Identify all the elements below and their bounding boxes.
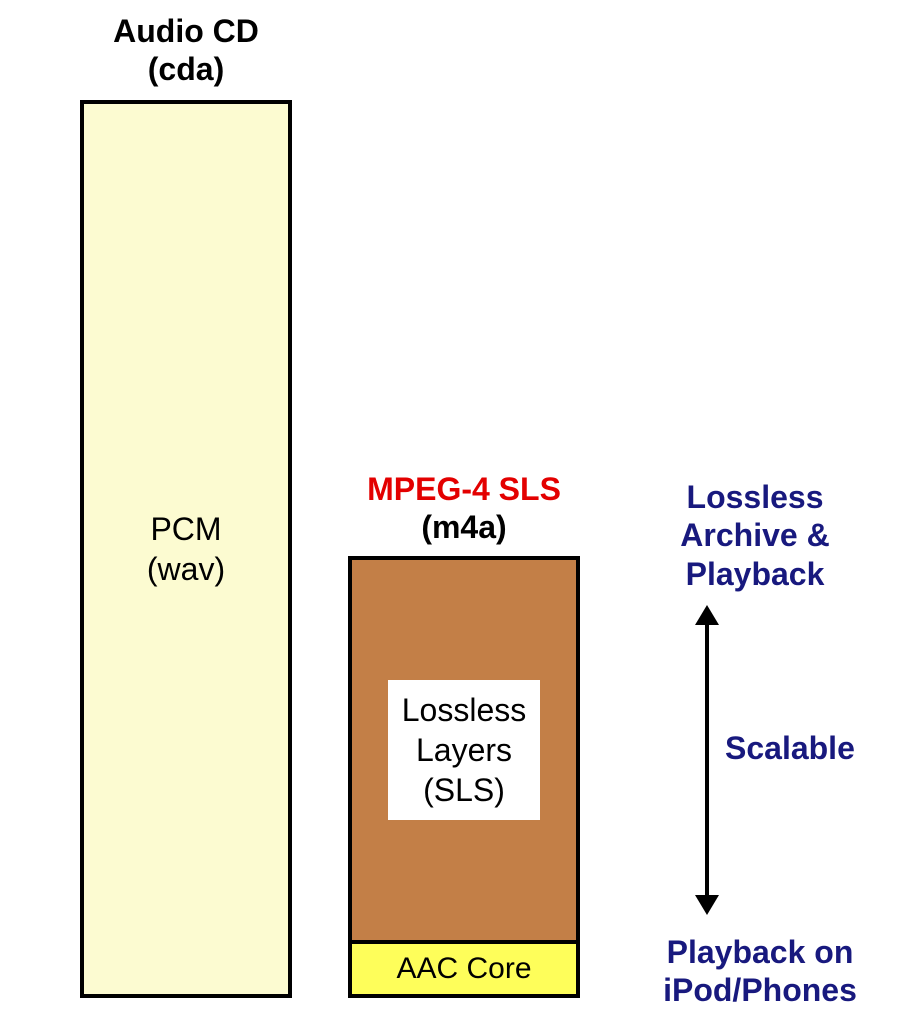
aac-core-strip: AAC Core bbox=[352, 940, 576, 994]
annotation-mid-text: Scalable bbox=[725, 730, 855, 766]
annotation-bot-line2: iPod/Phones bbox=[663, 972, 857, 1008]
pcm-label-line2: (wav) bbox=[147, 551, 225, 587]
pcm-label: PCM (wav) bbox=[147, 509, 225, 589]
audio-cd-header: Audio CD (cda) bbox=[80, 12, 292, 89]
audio-format-diagram: Audio CD (cda) PCM (wav) MPEG-4 SLS (m4a… bbox=[0, 0, 910, 1024]
annotation-top-line3: Playback bbox=[686, 556, 825, 592]
lossless-line2: Layers bbox=[416, 732, 512, 768]
mpeg4-title: MPEG-4 SLS bbox=[367, 471, 561, 507]
annotation-top-line2: Archive & bbox=[680, 517, 829, 553]
aac-core-label: AAC Core bbox=[396, 952, 531, 986]
annotation-playback-ipod: Playback on iPod/Phones bbox=[620, 933, 900, 1010]
annotation-lossless-archive: Lossless Archive & Playback bbox=[620, 478, 890, 593]
annotation-bot-line1: Playback on bbox=[667, 934, 854, 970]
audio-cd-title: Audio CD bbox=[113, 13, 259, 49]
sls-upper-region: Lossless Layers (SLS) bbox=[352, 560, 576, 940]
scalable-arrow-icon bbox=[692, 605, 722, 915]
lossless-layers-box: Lossless Layers (SLS) bbox=[388, 680, 541, 820]
audio-cd-subtitle: (cda) bbox=[148, 51, 224, 87]
annotation-scalable: Scalable bbox=[725, 730, 895, 767]
lossless-line1: Lossless bbox=[402, 692, 527, 728]
annotation-top-line1: Lossless bbox=[687, 479, 824, 515]
pcm-label-line1: PCM bbox=[150, 511, 221, 547]
mpeg4-header: MPEG-4 SLS (m4a) bbox=[348, 470, 580, 547]
sls-bar: Lossless Layers (SLS) AAC Core bbox=[348, 556, 580, 998]
pcm-bar: PCM (wav) bbox=[80, 100, 292, 998]
lossless-line3: (SLS) bbox=[423, 772, 505, 808]
mpeg4-subtitle: (m4a) bbox=[421, 509, 506, 545]
